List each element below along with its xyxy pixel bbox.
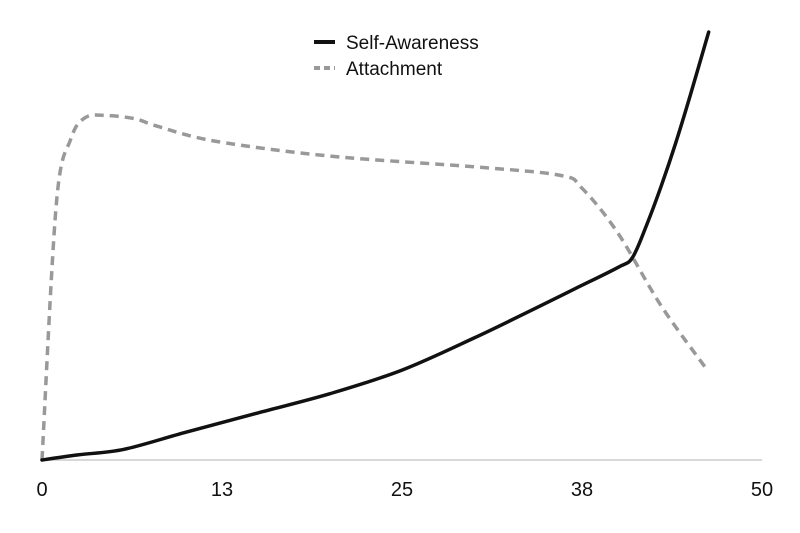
- x-tick-label-1: 13: [211, 479, 233, 501]
- x-tick-label-3: 38: [571, 479, 593, 501]
- legend-label-self-awareness: Self-Awareness: [346, 33, 479, 54]
- x-tick-label-0: 0: [36, 479, 47, 501]
- series-layer: [40, 30, 711, 462]
- x-tick-label-4: 50: [751, 479, 773, 501]
- legend-label-attachment: Attachment: [346, 59, 443, 80]
- x-tick-label-2: 25: [391, 479, 413, 501]
- series-line-self-awareness: [40, 30, 711, 462]
- x-axis-tick-labels: 0 13 25 38 50: [36, 479, 773, 501]
- legend: Self-Awareness Attachment: [314, 33, 479, 80]
- series-line-attachment: [40, 113, 709, 461]
